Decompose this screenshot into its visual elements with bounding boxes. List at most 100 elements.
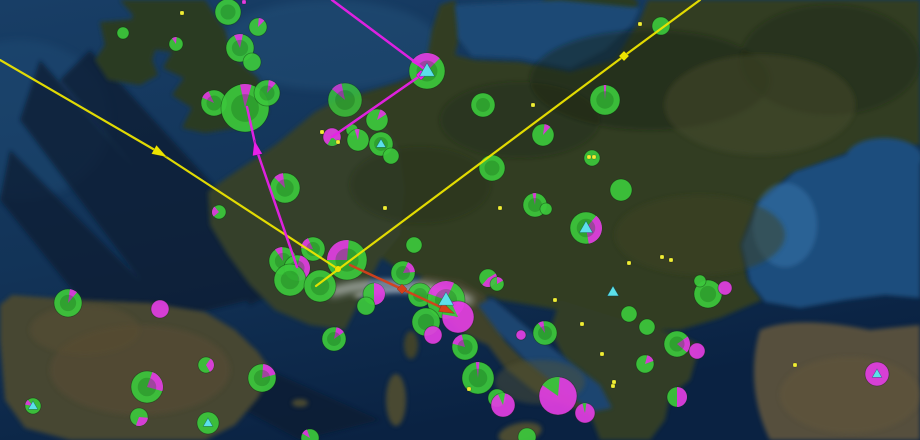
islands-and-terrain xyxy=(30,5,920,440)
pie-base xyxy=(242,52,262,72)
pie-wedge xyxy=(582,403,587,413)
pie-marker[interactable] xyxy=(247,363,277,393)
aircraft-icon[interactable] xyxy=(606,285,620,297)
pie-wedge xyxy=(586,215,603,244)
pie-marker[interactable] xyxy=(532,320,558,346)
pie-marker[interactable] xyxy=(666,386,688,408)
track-diamond-marker xyxy=(396,283,408,295)
pie-marker[interactable] xyxy=(589,84,621,116)
waypoint-dot xyxy=(637,21,643,27)
pie-marker[interactable] xyxy=(242,52,262,72)
pie-marker[interactable] xyxy=(273,263,307,297)
track-yellow-east[interactable] xyxy=(314,0,702,288)
pie-wedge xyxy=(202,91,214,103)
pie-marker[interactable] xyxy=(346,128,370,152)
pie-marker[interactable] xyxy=(478,154,506,182)
pie-base xyxy=(382,147,400,165)
pie-marker[interactable] xyxy=(688,342,706,360)
pie-marker[interactable] xyxy=(693,274,707,288)
pie-wedge xyxy=(411,52,440,71)
pie-marker[interactable] xyxy=(53,288,83,318)
pie-marker[interactable] xyxy=(327,82,363,118)
pie-inner-shade xyxy=(327,332,341,346)
mallorca xyxy=(292,399,308,407)
pie-wedge xyxy=(542,377,560,396)
waypoint-dot xyxy=(610,383,616,389)
pie-marker[interactable] xyxy=(441,300,475,334)
pie-marker[interactable] xyxy=(423,325,443,345)
pie-marker[interactable] xyxy=(248,17,268,37)
pie-marker[interactable] xyxy=(638,318,656,336)
pie-marker[interactable] xyxy=(253,79,281,107)
waypoint-dot xyxy=(497,205,503,211)
pie-marker[interactable] xyxy=(365,108,389,132)
pie-wedge xyxy=(677,336,690,353)
aircraft-icon[interactable] xyxy=(375,138,387,148)
pie-marker[interactable] xyxy=(382,147,400,165)
pie-inner-shade xyxy=(206,95,222,111)
pie-marker[interactable] xyxy=(635,354,655,374)
pie-marker[interactable] xyxy=(515,329,527,341)
aircraft-icon[interactable] xyxy=(578,220,594,233)
pie-marker[interactable] xyxy=(539,202,553,216)
pie-base xyxy=(517,427,537,440)
pie-inner-shade xyxy=(231,39,249,57)
pie-marker[interactable] xyxy=(300,428,320,440)
waypoint-dot xyxy=(530,102,536,108)
pie-marker[interactable] xyxy=(461,361,495,395)
pie-marker[interactable] xyxy=(150,299,170,319)
aircraft-icon[interactable] xyxy=(871,368,883,378)
pie-marker[interactable] xyxy=(651,16,671,36)
landmass-ireland xyxy=(95,18,160,85)
pie-marker[interactable] xyxy=(390,260,416,286)
pie-inner-shade xyxy=(253,369,271,387)
pie-marker[interactable] xyxy=(717,280,733,296)
pie-marker[interactable] xyxy=(214,0,242,26)
pie-marker[interactable] xyxy=(609,178,633,202)
pie-inner-shade xyxy=(220,4,236,20)
pie-marker[interactable] xyxy=(116,26,130,40)
pie-wedge xyxy=(262,364,276,378)
pie-marker[interactable] xyxy=(663,330,691,358)
waypoint-dot xyxy=(668,257,674,263)
aircraft-icon[interactable] xyxy=(27,400,39,410)
pie-wedge xyxy=(374,283,385,305)
pie-marker[interactable] xyxy=(531,123,555,147)
pie-inner-shade xyxy=(231,94,259,122)
pie-marker[interactable] xyxy=(300,236,326,262)
pie-marker[interactable] xyxy=(129,407,149,427)
pie-marker[interactable] xyxy=(470,92,496,118)
pie-marker[interactable] xyxy=(620,305,638,323)
pie-inner-shade xyxy=(396,266,410,280)
pie-wedge xyxy=(147,371,163,392)
aircraft-icon[interactable] xyxy=(418,62,436,77)
pie-marker[interactable] xyxy=(574,402,596,424)
pie-base xyxy=(539,202,553,216)
aircraft-icon[interactable] xyxy=(437,291,455,306)
pie-wedge xyxy=(274,247,283,261)
pie-marker[interactable] xyxy=(489,276,505,292)
waypoint-dot xyxy=(591,154,597,160)
pie-marker[interactable] xyxy=(168,36,184,52)
pie-marker[interactable] xyxy=(517,427,537,440)
pie-marker[interactable] xyxy=(321,326,347,352)
pie-base xyxy=(423,325,443,345)
pie-marker[interactable] xyxy=(356,296,376,316)
pie-marker[interactable] xyxy=(211,204,227,220)
pie-marker[interactable] xyxy=(405,236,423,254)
pie-marker[interactable] xyxy=(451,333,479,361)
pie-inner-shade xyxy=(699,285,717,303)
waypoint-dot xyxy=(382,205,388,211)
track-magenta-west[interactable] xyxy=(245,105,299,269)
track-red-alps[interactable] xyxy=(348,263,456,318)
pie-marker[interactable] xyxy=(538,376,578,416)
pie-marker[interactable] xyxy=(130,370,164,404)
pie-marker[interactable] xyxy=(490,392,516,418)
pie-marker[interactable] xyxy=(197,356,215,374)
pie-base xyxy=(470,92,496,118)
pie-wedge xyxy=(206,358,214,372)
pie-base xyxy=(620,305,638,323)
pie-base xyxy=(116,26,130,40)
aircraft-icon[interactable] xyxy=(202,417,214,427)
